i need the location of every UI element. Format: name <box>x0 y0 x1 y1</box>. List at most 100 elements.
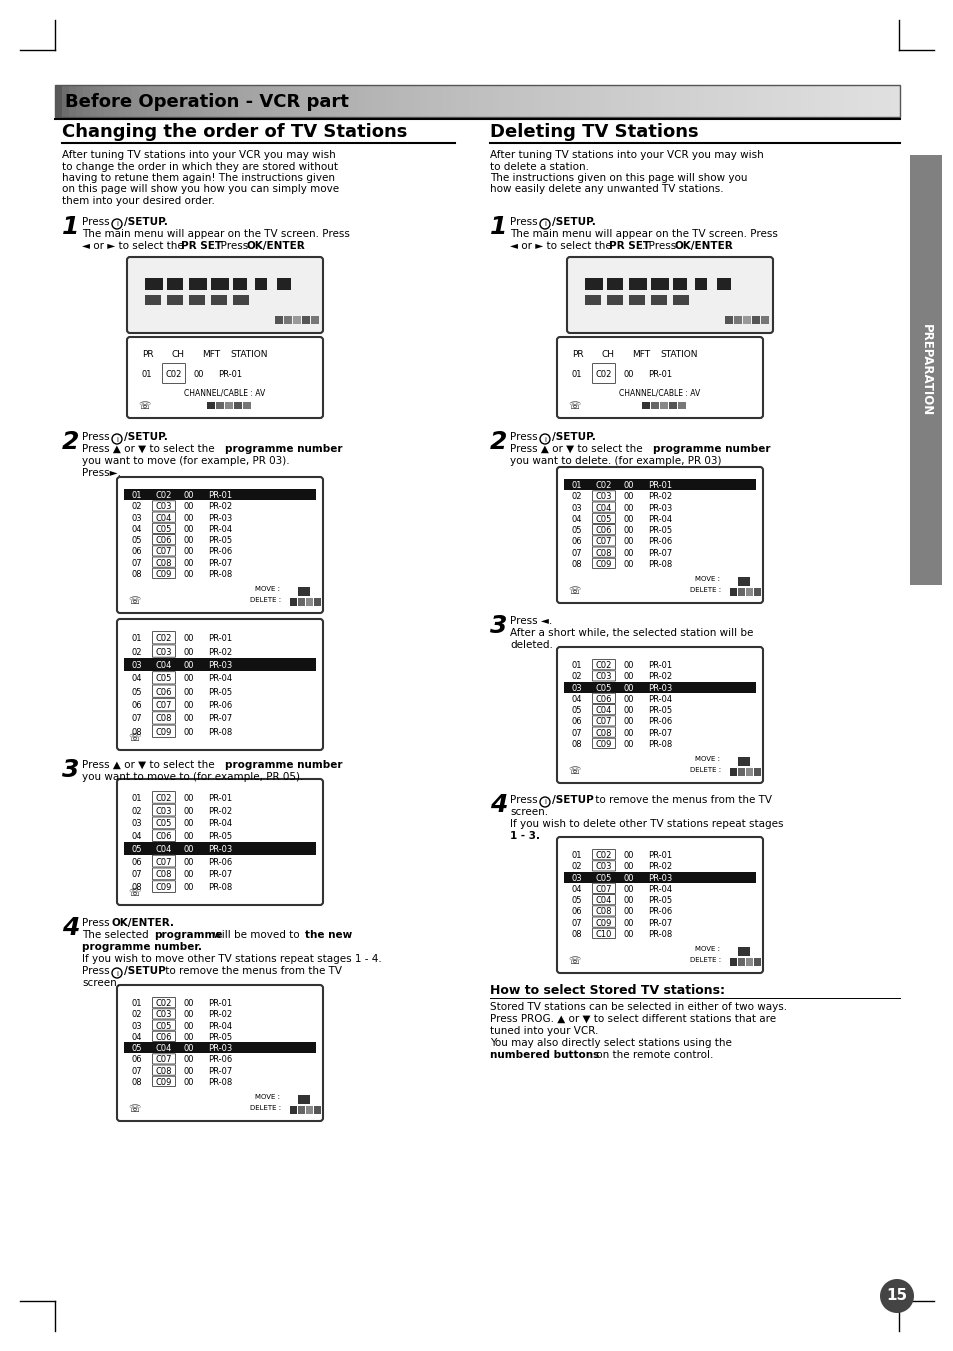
Text: 00: 00 <box>623 694 634 704</box>
Bar <box>215 403 224 409</box>
Text: DELETE :: DELETE : <box>689 957 720 963</box>
FancyBboxPatch shape <box>557 467 762 603</box>
Text: C04: C04 <box>155 513 172 523</box>
Text: C04: C04 <box>155 661 172 670</box>
FancyBboxPatch shape <box>152 685 175 697</box>
Text: 01: 01 <box>132 634 142 643</box>
Text: C09: C09 <box>596 740 612 748</box>
Bar <box>628 295 644 305</box>
Text: you want to move (for example, PR 03).: you want to move (for example, PR 03). <box>82 457 290 466</box>
Text: DELETE :: DELETE : <box>250 1105 281 1111</box>
Text: Press: Press <box>82 966 112 975</box>
Text: ☏: ☏ <box>567 401 579 411</box>
Bar <box>210 85 217 118</box>
Bar <box>97 85 105 118</box>
Text: 05: 05 <box>572 526 582 535</box>
Text: 07: 07 <box>572 549 582 558</box>
Text: 01: 01 <box>572 851 582 861</box>
Text: PR-03: PR-03 <box>647 684 672 693</box>
Text: i: i <box>543 436 545 443</box>
Text: C02: C02 <box>596 481 612 490</box>
Text: PR-01: PR-01 <box>647 661 672 670</box>
Text: 02: 02 <box>572 673 582 681</box>
FancyBboxPatch shape <box>592 363 615 384</box>
Text: PR-02: PR-02 <box>647 673 672 681</box>
Text: 00: 00 <box>184 513 194 523</box>
Text: Press: Press <box>510 218 540 227</box>
Bar <box>650 278 668 290</box>
Text: C08: C08 <box>155 558 172 567</box>
FancyBboxPatch shape <box>592 727 615 738</box>
Text: Before Operation - VCR part: Before Operation - VCR part <box>65 93 349 111</box>
Text: C02: C02 <box>155 634 172 643</box>
Bar <box>167 278 183 290</box>
FancyBboxPatch shape <box>592 861 615 871</box>
Text: 2: 2 <box>490 430 507 454</box>
Text: 00: 00 <box>623 684 634 693</box>
Bar <box>878 85 886 118</box>
Text: If you wish to delete other TV stations repeat stages: If you wish to delete other TV stations … <box>510 819 782 830</box>
Text: C09: C09 <box>155 728 172 736</box>
Text: programme number: programme number <box>225 444 342 454</box>
Bar <box>428 85 436 118</box>
Bar <box>174 85 183 118</box>
Text: You may also directly select stations using the: You may also directly select stations us… <box>490 1038 731 1048</box>
Text: PR-04: PR-04 <box>208 526 232 534</box>
Text: PR SET: PR SET <box>608 240 649 251</box>
FancyBboxPatch shape <box>592 693 615 704</box>
Text: . Press: . Press <box>641 240 679 251</box>
Text: CHANNEL/CABLE : AV: CHANNEL/CABLE : AV <box>618 389 700 399</box>
Bar <box>125 85 133 118</box>
Text: /SETUP.: /SETUP. <box>124 432 168 442</box>
Text: PR-07: PR-07 <box>208 870 232 880</box>
FancyBboxPatch shape <box>152 830 175 842</box>
Text: 00: 00 <box>184 794 194 802</box>
Text: 00: 00 <box>184 819 194 828</box>
Text: you want to move to (for example, PR 05).: you want to move to (for example, PR 05)… <box>82 771 303 782</box>
Bar <box>393 85 400 118</box>
Text: Press: Press <box>510 432 540 442</box>
Text: 00: 00 <box>184 661 194 670</box>
Text: Deleting TV Stations: Deleting TV Stations <box>490 123 698 141</box>
Bar <box>290 1106 296 1115</box>
Text: 03: 03 <box>572 684 582 693</box>
Text: PR-03: PR-03 <box>647 504 672 512</box>
Bar <box>83 85 91 118</box>
Bar <box>189 295 205 305</box>
Bar <box>590 85 598 118</box>
Bar <box>322 85 331 118</box>
Bar <box>297 1106 305 1115</box>
Text: C02: C02 <box>596 851 612 861</box>
Text: C05: C05 <box>155 526 172 534</box>
Bar <box>254 278 267 290</box>
Text: PR-04: PR-04 <box>647 515 672 524</box>
Text: PR-07: PR-07 <box>647 549 672 558</box>
FancyBboxPatch shape <box>557 336 762 417</box>
Text: STATION: STATION <box>230 350 267 359</box>
Text: 02: 02 <box>132 807 142 816</box>
Text: you want to delete. (for example, PR 03): you want to delete. (for example, PR 03) <box>510 457 720 466</box>
Text: ☏: ☏ <box>128 734 140 743</box>
FancyBboxPatch shape <box>592 659 615 670</box>
Text: screen.: screen. <box>82 978 120 988</box>
Bar <box>650 295 666 305</box>
FancyBboxPatch shape <box>162 363 185 384</box>
Text: Press►.: Press►. <box>82 467 121 478</box>
Text: 00: 00 <box>184 558 194 567</box>
Text: 00: 00 <box>184 844 194 854</box>
Text: PR-04: PR-04 <box>208 674 232 684</box>
Bar <box>547 85 556 118</box>
Text: 00: 00 <box>623 717 634 727</box>
Text: 06: 06 <box>132 547 143 557</box>
FancyBboxPatch shape <box>592 490 615 501</box>
Bar <box>266 85 274 118</box>
Text: C08: C08 <box>155 715 172 723</box>
Text: PR-03: PR-03 <box>647 874 672 882</box>
FancyBboxPatch shape <box>152 1009 175 1019</box>
Bar <box>724 316 732 324</box>
Text: PR-04: PR-04 <box>208 819 232 828</box>
Bar <box>780 85 787 118</box>
Bar <box>730 85 739 118</box>
Text: 08: 08 <box>572 929 582 939</box>
FancyBboxPatch shape <box>592 513 615 523</box>
